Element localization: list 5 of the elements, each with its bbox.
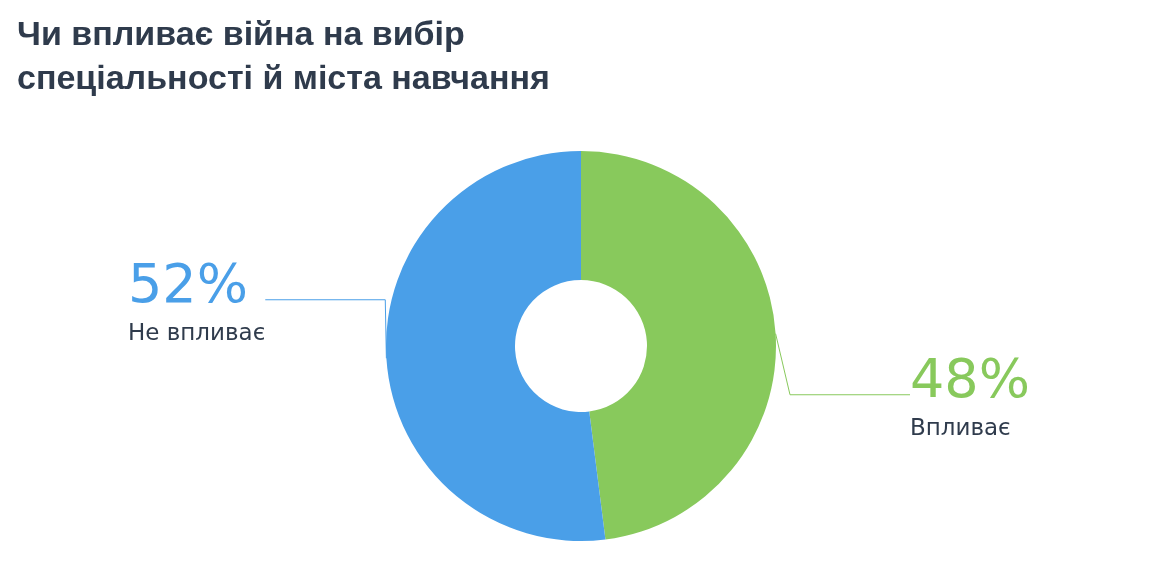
slice-label: Впливає bbox=[910, 414, 1011, 440]
data-label: 48% bbox=[910, 346, 1031, 410]
slice-label: Не впливає bbox=[128, 319, 266, 345]
chart-title: Чи впливає війна на вибір спеціальності й міста навчання bbox=[17, 14, 550, 96]
data-label: 52% bbox=[128, 251, 249, 315]
